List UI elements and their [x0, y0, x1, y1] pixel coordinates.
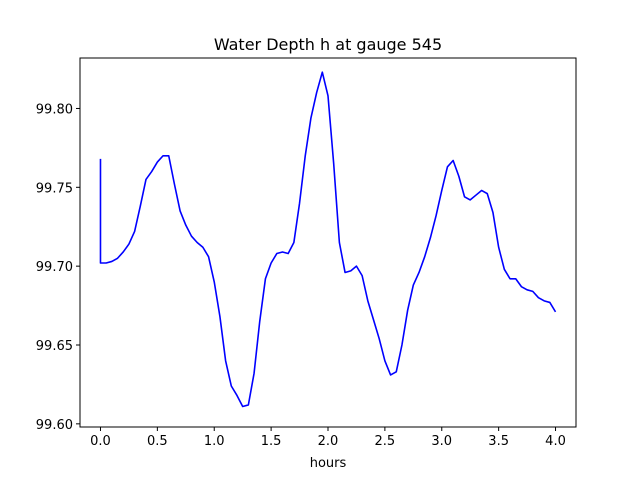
x-tick-label: 1.0	[204, 434, 225, 449]
series-line	[99, 71, 557, 408]
x-tick-label: 0.0	[90, 434, 111, 449]
x-axis-ticks: 0.0 0.5 1.0 1.5 2.0 2.5 3.0 3.5 4.0	[90, 427, 566, 449]
y-axis-ticks: 99.60 99.65 99.70 99.75 99.80	[36, 102, 80, 433]
y-tick-label: 99.65	[36, 339, 73, 354]
plot-area	[99, 71, 557, 408]
y-tick-label: 99.60	[36, 418, 73, 433]
x-tick-label: 2.0	[318, 434, 339, 449]
y-tick-label: 99.70	[36, 260, 73, 275]
y-tick-label: 99.80	[36, 102, 73, 117]
x-tick-label: 1.5	[261, 434, 282, 449]
axes-frame	[79, 57, 577, 428]
x-tick-label: 4.0	[545, 434, 566, 449]
x-tick-label: 0.5	[147, 434, 168, 449]
chart-title: Water Depth h at gauge 545	[214, 35, 442, 54]
x-tick-label: 3.0	[431, 434, 452, 449]
y-tick-label: 99.75	[36, 181, 73, 196]
x-tick-label: 3.5	[488, 434, 509, 449]
x-axis-label: hours	[310, 456, 347, 471]
x-tick-label: 2.5	[375, 434, 396, 449]
